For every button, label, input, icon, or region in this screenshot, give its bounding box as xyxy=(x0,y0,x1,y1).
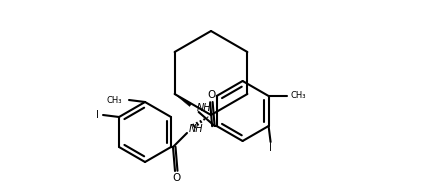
Text: NH: NH xyxy=(189,124,204,134)
Text: I: I xyxy=(96,110,99,120)
Text: NH: NH xyxy=(197,103,211,113)
Text: CH₃: CH₃ xyxy=(106,96,122,104)
Polygon shape xyxy=(175,94,192,106)
Text: I: I xyxy=(269,143,272,153)
Text: O: O xyxy=(172,173,180,183)
Text: CH₃: CH₃ xyxy=(291,91,306,100)
Text: O: O xyxy=(208,90,216,100)
